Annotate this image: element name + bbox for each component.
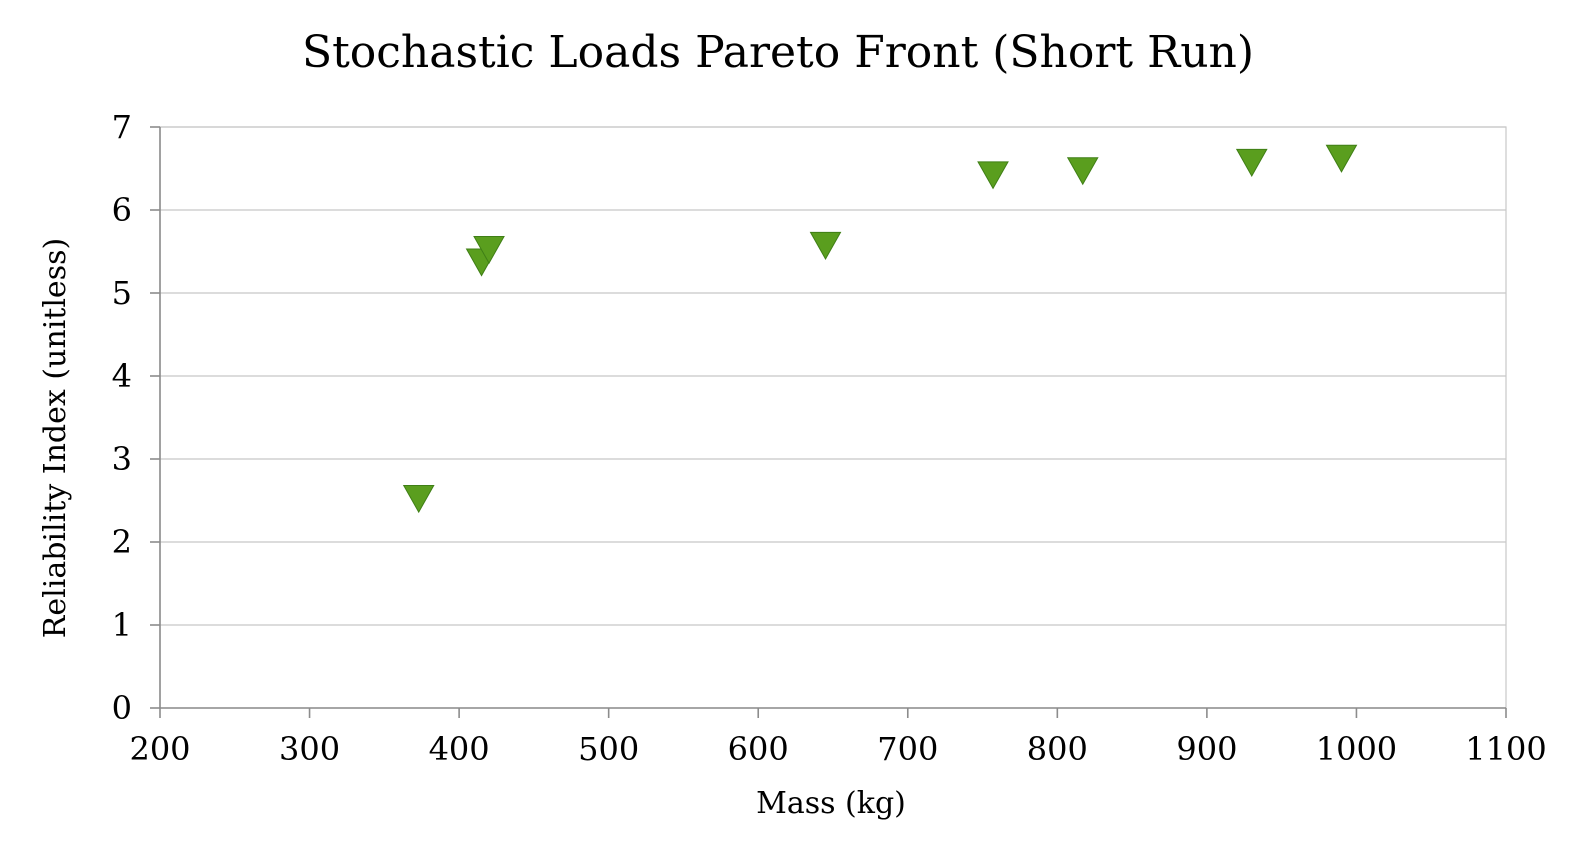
y-tick-label: 5 [112,274,132,312]
data-point-marker [473,236,505,265]
gridlines [160,126,1506,626]
x-tick-label: 500 [578,730,639,768]
y-tick-label: 0 [112,689,132,727]
chart-title: Stochastic Loads Pareto Front (Short Run… [302,27,1254,78]
x-tick-label: 800 [1027,730,1088,768]
axes [150,126,1507,718]
tick-labels: 0 1 2 3 4 5 6 7 200 300 400 500 600 700 800 900 1000 1100 [112,108,1547,768]
data-point-marker [1325,144,1358,173]
data-point-marker [977,161,1009,190]
data-points [402,144,1358,514]
x-tick-label: 600 [728,730,789,768]
data-point-marker [1066,157,1099,186]
y-tick-label: 4 [112,357,132,395]
y-tick-label: 2 [112,523,132,561]
data-point-marker [402,485,435,514]
y-axis-label: Reliability Index (unitless) [38,238,73,638]
data-point-marker [1235,148,1268,177]
x-axis-label: Mass (kg) [756,786,906,821]
x-tick-label: 700 [877,730,938,768]
data-point-marker [809,231,842,260]
x-tick-label: 300 [279,730,340,768]
x-tick-label: 400 [429,730,490,768]
y-tick-label: 1 [112,606,132,644]
y-tick-label: 6 [112,191,132,229]
x-tick-label: 1100 [1465,730,1546,768]
x-tick-label: 900 [1176,730,1237,768]
y-tick-label: 7 [112,108,132,146]
x-tick-label: 200 [129,730,190,768]
plot-area [159,126,1507,709]
x-tick-label: 1000 [1316,730,1397,768]
y-tick-label: 3 [112,440,132,478]
